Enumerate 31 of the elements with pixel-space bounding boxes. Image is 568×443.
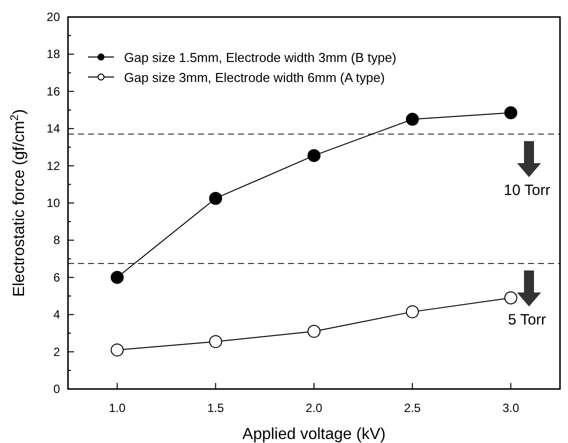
point (110, 270, 124, 284)
y-tick-label: 16 (46, 84, 60, 98)
point (504, 106, 518, 120)
point (504, 291, 518, 304)
point (406, 112, 419, 126)
annotation: 10 Torr (504, 182, 550, 200)
x-tick-label: 3.0 (502, 401, 520, 415)
y-tick-label: 8 (53, 233, 60, 248)
y-tick-label: 4 (53, 308, 60, 322)
y-tick-label: 18 (46, 47, 60, 62)
y-tick-label: 2 (53, 344, 60, 359)
y-tick-label: 0 (53, 382, 60, 396)
x-tick-label: 2.0 (306, 401, 323, 415)
y-tick-label: 20 (46, 10, 60, 24)
x-tick-label: 1.5 (207, 401, 224, 415)
x-tick-label: 1.0 (108, 401, 126, 415)
point (308, 149, 320, 162)
point (406, 305, 419, 318)
y-tick-label: 12 (46, 158, 60, 173)
y-tick-label: 10 (46, 196, 60, 210)
y-tick-label: 6 (53, 270, 60, 284)
point (209, 335, 222, 348)
annotation: 5 Torr (508, 311, 546, 328)
x-tick-label: 2.5 (404, 401, 422, 415)
y-tick-label: 14 (46, 122, 60, 136)
point (209, 192, 222, 205)
point (308, 324, 320, 338)
legend-label: Gap size 1.5mm, Electrode width 3mm (B type) (124, 50, 396, 65)
legend-label: Gap size 3mm, Electrode width 6mm (A type) (124, 70, 385, 85)
x-axis-title: Applied voltage (kV) (242, 426, 386, 443)
point (110, 343, 124, 356)
